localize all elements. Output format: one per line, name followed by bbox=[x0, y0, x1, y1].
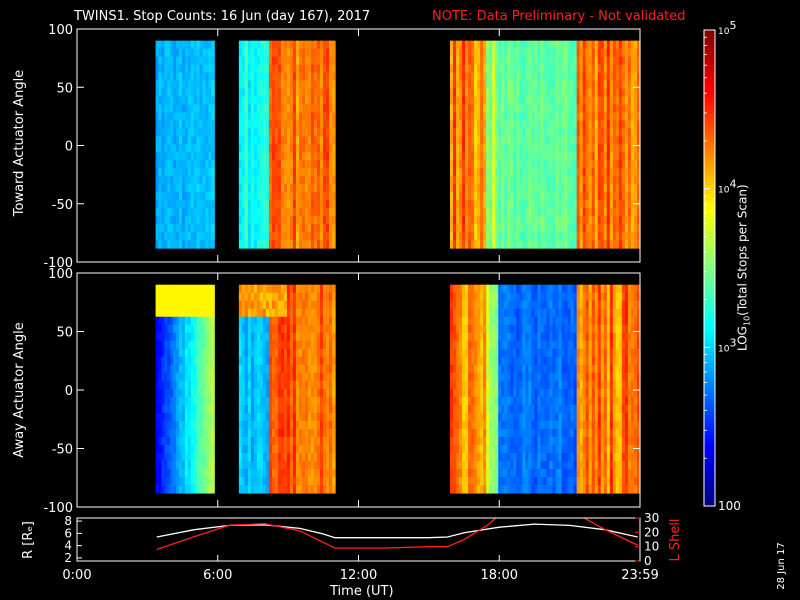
orbit-right-ytick-label: 30 bbox=[644, 511, 659, 525]
away-ytick-label: 50 bbox=[56, 326, 73, 341]
colorbar-tick-label: 104 bbox=[718, 178, 736, 196]
away-ytick-label: 0 bbox=[65, 384, 73, 399]
orbit-right-ytick-label: 0 bbox=[644, 554, 652, 568]
toward-ytick-label: 100 bbox=[48, 23, 73, 38]
preliminary-note: NOTE: Data Preliminary - Not validated bbox=[432, 9, 686, 24]
toward-ytick-label: -50 bbox=[52, 198, 73, 213]
colorbar-tick-label: 100 bbox=[718, 499, 741, 513]
orbit-right-ytick-label: 20 bbox=[644, 525, 659, 539]
xtick-label: 0:00 bbox=[62, 568, 91, 583]
xtick-label: 12:00 bbox=[340, 568, 377, 583]
colorbar-tick-label: 103 bbox=[718, 336, 736, 354]
orbit-left-ytick-label: 2 bbox=[64, 551, 72, 565]
colorbar-tick-label: 105 bbox=[718, 19, 736, 37]
xtick-label: 6:00 bbox=[203, 568, 232, 583]
orbit-left-ytick-label: 4 bbox=[64, 539, 72, 553]
orbit-right-ytick-label: 10 bbox=[644, 540, 659, 554]
orbit-left-ytick-label: 8 bbox=[64, 514, 72, 528]
toward-heatmap bbox=[155, 40, 641, 249]
away-ytick-label: -100 bbox=[43, 501, 73, 516]
colorbar bbox=[704, 30, 715, 507]
xaxis-title: Time (UT) bbox=[330, 584, 394, 599]
toward-ytick-label: 50 bbox=[56, 81, 73, 96]
toward-ytick-label: -100 bbox=[43, 256, 73, 271]
away-heatmap bbox=[155, 284, 641, 494]
toward-ytick-label: 0 bbox=[65, 140, 73, 155]
lshell-line-2 bbox=[582, 518, 638, 546]
lshell-line-1 bbox=[156, 518, 497, 551]
away-ytick-label: 100 bbox=[48, 267, 73, 282]
radius-line-0 bbox=[156, 523, 638, 539]
xtick-label: 18:00 bbox=[481, 568, 518, 583]
orbit-left-ytick-label: 6 bbox=[64, 526, 72, 540]
chart-title: TWINS1. Stop Counts: 16 Jun (day 167), 2… bbox=[74, 9, 371, 24]
xtick-label: 23:59 bbox=[621, 568, 658, 583]
away-ytick-label: -50 bbox=[52, 443, 73, 458]
